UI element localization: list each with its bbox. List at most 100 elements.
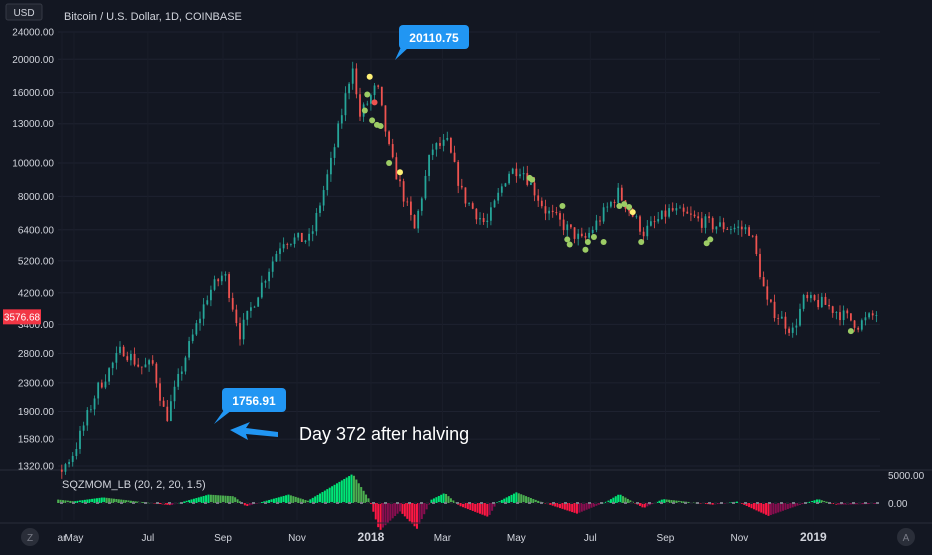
squeeze-dot — [584, 238, 591, 245]
momentum-bar — [573, 503, 576, 513]
momentum-bar — [95, 498, 98, 503]
squeeze-zero-mark — [462, 502, 465, 504]
momentum-bar — [403, 503, 406, 517]
candle-body — [420, 198, 423, 211]
candle-body — [333, 147, 336, 158]
candle-body — [184, 357, 187, 372]
momentum-bar — [837, 503, 840, 505]
candle-body — [304, 240, 307, 242]
squeeze-zero-mark — [282, 502, 285, 504]
candle-body — [846, 310, 849, 314]
squeeze-zero-mark — [348, 502, 351, 504]
momentum-bar — [411, 503, 414, 524]
currency-badge[interactable] — [5, 3, 43, 21]
candle-body — [468, 203, 470, 204]
momentum-bar — [321, 492, 324, 503]
candle-body — [166, 406, 169, 421]
auto-scale-button[interactable] — [897, 528, 915, 546]
candle-body — [311, 231, 314, 234]
squeeze-zero-mark — [804, 502, 807, 504]
price-axis[interactable]: 24000.00 20000.00 16000.00 13000.00 10000.00… — [0, 0, 925, 510]
price-tick-label: 13000.00 — [12, 119, 54, 130]
candle-body — [90, 409, 92, 411]
momentum-bar — [217, 495, 220, 503]
momentum-bar — [677, 500, 680, 503]
candle-body — [366, 103, 369, 105]
indicator-label[interactable]: SQZMOM_LB (20, 2, 20, 1.5) — [62, 479, 206, 491]
momentum-bar — [299, 498, 302, 503]
squeeze-zero-mark — [816, 502, 819, 504]
price-tick-label: 1580.00 — [18, 435, 55, 446]
squeeze-zero-mark — [780, 502, 783, 504]
candle-body — [748, 227, 750, 236]
candle-body — [675, 208, 678, 211]
candle-body — [202, 304, 205, 319]
symbol-title[interactable]: Bitcoin / U.S. Dollar, 1D, COINBASE — [64, 11, 242, 23]
momentum-bar — [62, 500, 65, 503]
squeeze-zero-mark — [144, 502, 147, 504]
squeeze-zero-mark — [678, 502, 681, 504]
squeeze-zero-mark — [762, 502, 765, 504]
momentum-bar — [622, 496, 625, 503]
candle-body — [290, 243, 292, 245]
candle-body — [137, 364, 140, 367]
momentum-bar — [825, 501, 828, 503]
momentum-bar — [815, 499, 818, 503]
momentum-bar — [772, 503, 775, 515]
time-tick-label: Sep — [657, 533, 675, 544]
momentum-bar — [571, 503, 574, 513]
candle-body — [591, 229, 594, 233]
candle-body — [446, 137, 449, 140]
momentum-bar — [556, 503, 559, 508]
momentum-bar — [112, 498, 115, 503]
candle-body — [460, 185, 463, 188]
candle-body — [119, 346, 121, 353]
candle-body — [162, 400, 165, 407]
squeeze-zero-mark — [174, 502, 177, 504]
candle-body — [355, 68, 358, 95]
squeeze-zero-mark — [60, 502, 63, 504]
squeeze-zero-mark — [408, 502, 411, 504]
momentum-bar — [459, 503, 462, 507]
momentum-bar — [862, 503, 865, 505]
candle-body — [75, 449, 78, 456]
candle-body — [730, 229, 732, 230]
candle-body — [642, 231, 645, 237]
momentum-bar — [265, 500, 268, 503]
momentum-bar — [823, 500, 826, 503]
momentum-bar — [609, 499, 612, 503]
candle-body — [279, 248, 281, 254]
momentum-bar — [716, 503, 719, 505]
squeeze-zero-mark — [120, 502, 123, 504]
candle-body — [548, 210, 550, 214]
squeeze-dot — [366, 73, 373, 80]
candle-body — [315, 212, 318, 232]
candle-body — [253, 306, 256, 308]
timezone-button[interactable] — [21, 528, 39, 546]
candle-body — [250, 307, 252, 311]
squeeze-zero-mark — [300, 502, 303, 504]
momentum-bar — [493, 503, 496, 507]
squeeze-zero-mark — [102, 502, 105, 504]
momentum-bar — [386, 503, 389, 523]
squeeze-zero-mark — [774, 502, 777, 504]
candle-body — [399, 179, 401, 182]
momentum-bar — [670, 500, 673, 503]
squeeze-dot — [377, 123, 384, 130]
momentum-bar — [234, 497, 237, 503]
momentum-bar — [236, 499, 239, 503]
momentum-bar — [796, 503, 799, 506]
candle-body — [784, 316, 787, 329]
candle-body — [639, 216, 641, 232]
momentum-bar — [791, 503, 794, 508]
momentum-bar — [765, 503, 768, 515]
squeeze-zero-mark — [834, 502, 837, 504]
momentum-bar — [500, 499, 503, 503]
momentum-bar — [614, 496, 617, 503]
momentum-bar — [607, 500, 610, 503]
candle-body — [635, 216, 638, 218]
momentum-bar — [88, 499, 91, 503]
candle-body — [68, 461, 70, 465]
